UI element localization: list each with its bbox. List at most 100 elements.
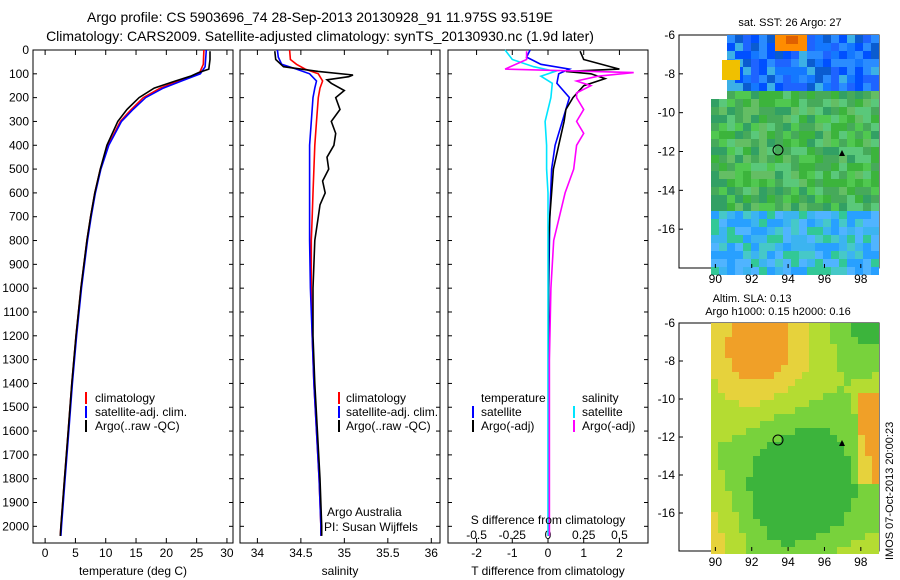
sla-cell [774, 351, 781, 358]
sst-cell [767, 227, 775, 235]
sla-cell [774, 540, 781, 547]
sla-cell [725, 526, 732, 533]
sst-cell [727, 235, 735, 243]
sla-cell [739, 407, 746, 414]
sla-cell [844, 330, 851, 337]
map-x-tick-label: 94 [781, 272, 795, 286]
map-x-tick-label: 98 [854, 555, 868, 569]
sla-cell [858, 358, 865, 365]
sst-cell [815, 147, 823, 155]
sst-cell [831, 43, 839, 51]
sst-cell [711, 139, 719, 147]
sst-cell [783, 243, 791, 251]
sst-cell [719, 259, 727, 267]
sla-cell [795, 540, 802, 547]
sst-cell [767, 219, 775, 227]
sla-cell [830, 477, 837, 484]
sla-cell [844, 421, 851, 428]
sst-cell [863, 115, 871, 123]
sla-cell [851, 337, 858, 344]
sla-cell [809, 421, 816, 428]
sst-cell [807, 43, 815, 51]
sla-cell [865, 358, 872, 365]
sst-cell [839, 211, 847, 219]
sla-cell [795, 498, 802, 505]
sst-cell [839, 219, 847, 227]
sla-cell [753, 526, 760, 533]
sla-cell [739, 421, 746, 428]
sst-cell [823, 219, 831, 227]
sst-cell [799, 267, 807, 275]
sla-cell [823, 400, 830, 407]
sla-cell [844, 491, 851, 498]
sst-cell [767, 243, 775, 251]
map-y-tick-label: -10 [658, 106, 676, 120]
sst-cell [863, 59, 871, 67]
sst-cell [775, 195, 783, 203]
s-tick-label: -0.25 [499, 528, 527, 542]
sla-cell [823, 323, 830, 330]
sst-cell [863, 179, 871, 187]
sla-cell [746, 484, 753, 491]
sst-cell [775, 243, 783, 251]
sst-cell [727, 91, 735, 99]
sla-cell [732, 463, 739, 470]
sla-cell [858, 526, 865, 533]
sla-cell [711, 456, 718, 463]
sla-cell [802, 449, 809, 456]
sst-cell [815, 171, 823, 179]
sst-cell [847, 35, 855, 43]
sst-cell [759, 243, 767, 251]
sla-cell [809, 505, 816, 512]
sst-cell [847, 107, 855, 115]
sst-cell [743, 59, 751, 67]
sst-cell [815, 115, 823, 123]
sla-cell [774, 365, 781, 372]
sla-cell [795, 456, 802, 463]
sla-cell [746, 400, 753, 407]
sst-cell [823, 251, 831, 259]
sla-cell [844, 484, 851, 491]
sst-cell [711, 99, 719, 107]
sla-cell [746, 505, 753, 512]
sst-cell [775, 187, 783, 195]
sla-cell [781, 372, 788, 379]
sst-cell [751, 195, 759, 203]
sst-cell [799, 251, 807, 259]
sla-cell [851, 421, 858, 428]
sst-cell [735, 155, 743, 163]
sst-cell [815, 75, 823, 83]
sst-cell [847, 131, 855, 139]
sla-cell [844, 337, 851, 344]
sst-cell [839, 83, 847, 91]
sst-cell [871, 147, 879, 155]
sla-cell [795, 519, 802, 526]
sst-cell [719, 219, 727, 227]
sla-cell [718, 498, 725, 505]
sla-cell [837, 449, 844, 456]
sla-cell [788, 435, 795, 442]
sla-cell [781, 533, 788, 540]
sst-cell [863, 155, 871, 163]
sst-cell [775, 147, 783, 155]
temperature-series [59, 49, 211, 536]
sst-cell [735, 99, 743, 107]
sla-cell [823, 547, 830, 554]
map-y-tick-label: -14 [658, 468, 676, 482]
sst-cell [727, 123, 735, 131]
sst-cell [855, 51, 863, 59]
y-tick-label: 1900 [2, 496, 29, 510]
title-line2: Climatology: CARS2009. Satellite-adjuste… [46, 28, 594, 44]
sla-cell [823, 484, 830, 491]
sla-cell [711, 414, 718, 421]
sla-cell [760, 533, 767, 540]
sla-cell [872, 512, 879, 519]
sla-cell [802, 547, 809, 554]
sst-cell [799, 219, 807, 227]
sst-cell [823, 267, 831, 275]
sst-cell [719, 139, 727, 147]
sla-cell [830, 365, 837, 372]
sla-cell [795, 449, 802, 456]
sla-cell [872, 547, 879, 554]
sla-cell [851, 456, 858, 463]
